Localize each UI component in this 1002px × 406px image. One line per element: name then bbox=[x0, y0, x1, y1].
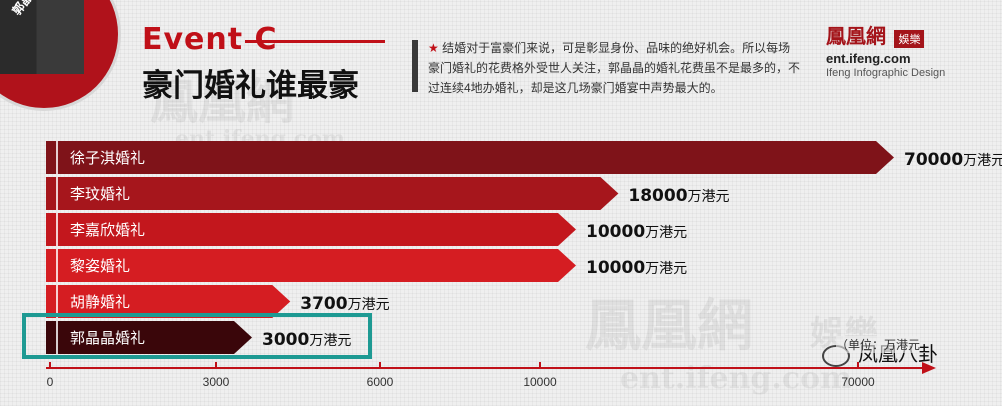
bar-value-unit: 万港元 bbox=[309, 333, 351, 349]
event-underline bbox=[245, 40, 385, 43]
watermark-name-top: 鳳凰網 bbox=[150, 74, 294, 130]
description: ★ 结婚对于富豪们来说，可是彰显身份、品味的绝好机会。所以每场豪门婚礼的花费格外… bbox=[428, 38, 800, 98]
unit-note: （单位：万港元 bbox=[836, 336, 921, 353]
bar-category-label: 李嘉欣婚礼 bbox=[70, 222, 145, 239]
page-title: 豪门婚礼谁最豪 bbox=[142, 68, 359, 104]
bar bbox=[46, 141, 894, 174]
bar-value-label: 10000万港元 bbox=[586, 258, 687, 278]
logo-name: 鳳凰網 bbox=[826, 24, 886, 48]
logo-tagline: Ifeng Infographic Design bbox=[826, 67, 946, 79]
star-icon: ★ bbox=[428, 41, 439, 55]
bar-stripe bbox=[56, 321, 58, 354]
bar-value-unit: 万港元 bbox=[688, 189, 730, 205]
bar bbox=[46, 213, 576, 246]
x-tick-label: 10000 bbox=[523, 375, 557, 389]
x-axis: 0 3000 6000 10000 70000 bbox=[46, 362, 936, 389]
bar-stripe bbox=[56, 177, 58, 210]
highlight-frame bbox=[22, 313, 372, 359]
bar-stripe bbox=[56, 285, 58, 318]
couple-photo bbox=[0, 0, 84, 74]
bar-category-label: 郭晶晶婚礼 bbox=[70, 330, 145, 347]
bar-value-label: 18000万港元 bbox=[628, 186, 729, 206]
bar-value-label: 3700万港元 bbox=[300, 294, 389, 314]
x-tick-label: 6000 bbox=[367, 375, 394, 389]
watermark-name-bottom: 鳳凰網 bbox=[585, 293, 753, 359]
ifeng-logo: 鳳凰網 娛樂 ent.ifeng.com Ifeng Infographic D… bbox=[826, 20, 986, 79]
description-divider bbox=[412, 40, 418, 92]
x-tick-label: 3000 bbox=[203, 375, 230, 389]
bar-value-label: 70000万港元 bbox=[904, 150, 1002, 170]
bar-value-label: 10000万港元 bbox=[586, 222, 687, 242]
bar-category-label: 徐子淇婚礼 bbox=[70, 150, 145, 167]
bar-value-unit: 万港元 bbox=[645, 261, 687, 277]
bar bbox=[46, 249, 576, 282]
bar bbox=[46, 285, 291, 318]
bar-value-label: 3000万港元 bbox=[262, 330, 351, 350]
bar-stripe bbox=[56, 213, 58, 246]
bar-value-unit: 万港元 bbox=[963, 153, 1002, 169]
bar-value-unit: 万港元 bbox=[348, 297, 390, 313]
x-tick-label: 0 bbox=[47, 375, 54, 389]
avatar-badge: 郭晶晶霍启刚大婚 bbox=[0, 0, 118, 108]
bar-category-label: 李玟婚礼 bbox=[70, 186, 130, 203]
x-tick-label: 70000 bbox=[841, 375, 875, 389]
bar-value-unit: 万港元 bbox=[645, 225, 687, 241]
bar-category-label: 胡静婚礼 bbox=[70, 294, 130, 311]
watermark-domain-bottom: ent.ifeng.com bbox=[620, 361, 852, 396]
bar bbox=[46, 321, 252, 354]
bar-stripe bbox=[56, 249, 58, 282]
bar-category-label: 黎姿婚礼 bbox=[70, 258, 130, 275]
logo-tag: 娛樂 bbox=[894, 29, 925, 48]
logo-domain: ent.ifeng.com bbox=[826, 51, 911, 66]
bar bbox=[46, 177, 619, 210]
bar-stripe bbox=[56, 141, 58, 174]
description-text: 结婚对于富豪们来说，可是彰显身份、品味的绝好机会。所以每场豪门婚礼的花费格外受世… bbox=[428, 41, 801, 95]
event-label: Event C bbox=[142, 22, 278, 57]
x-axis-arrow bbox=[922, 362, 936, 374]
